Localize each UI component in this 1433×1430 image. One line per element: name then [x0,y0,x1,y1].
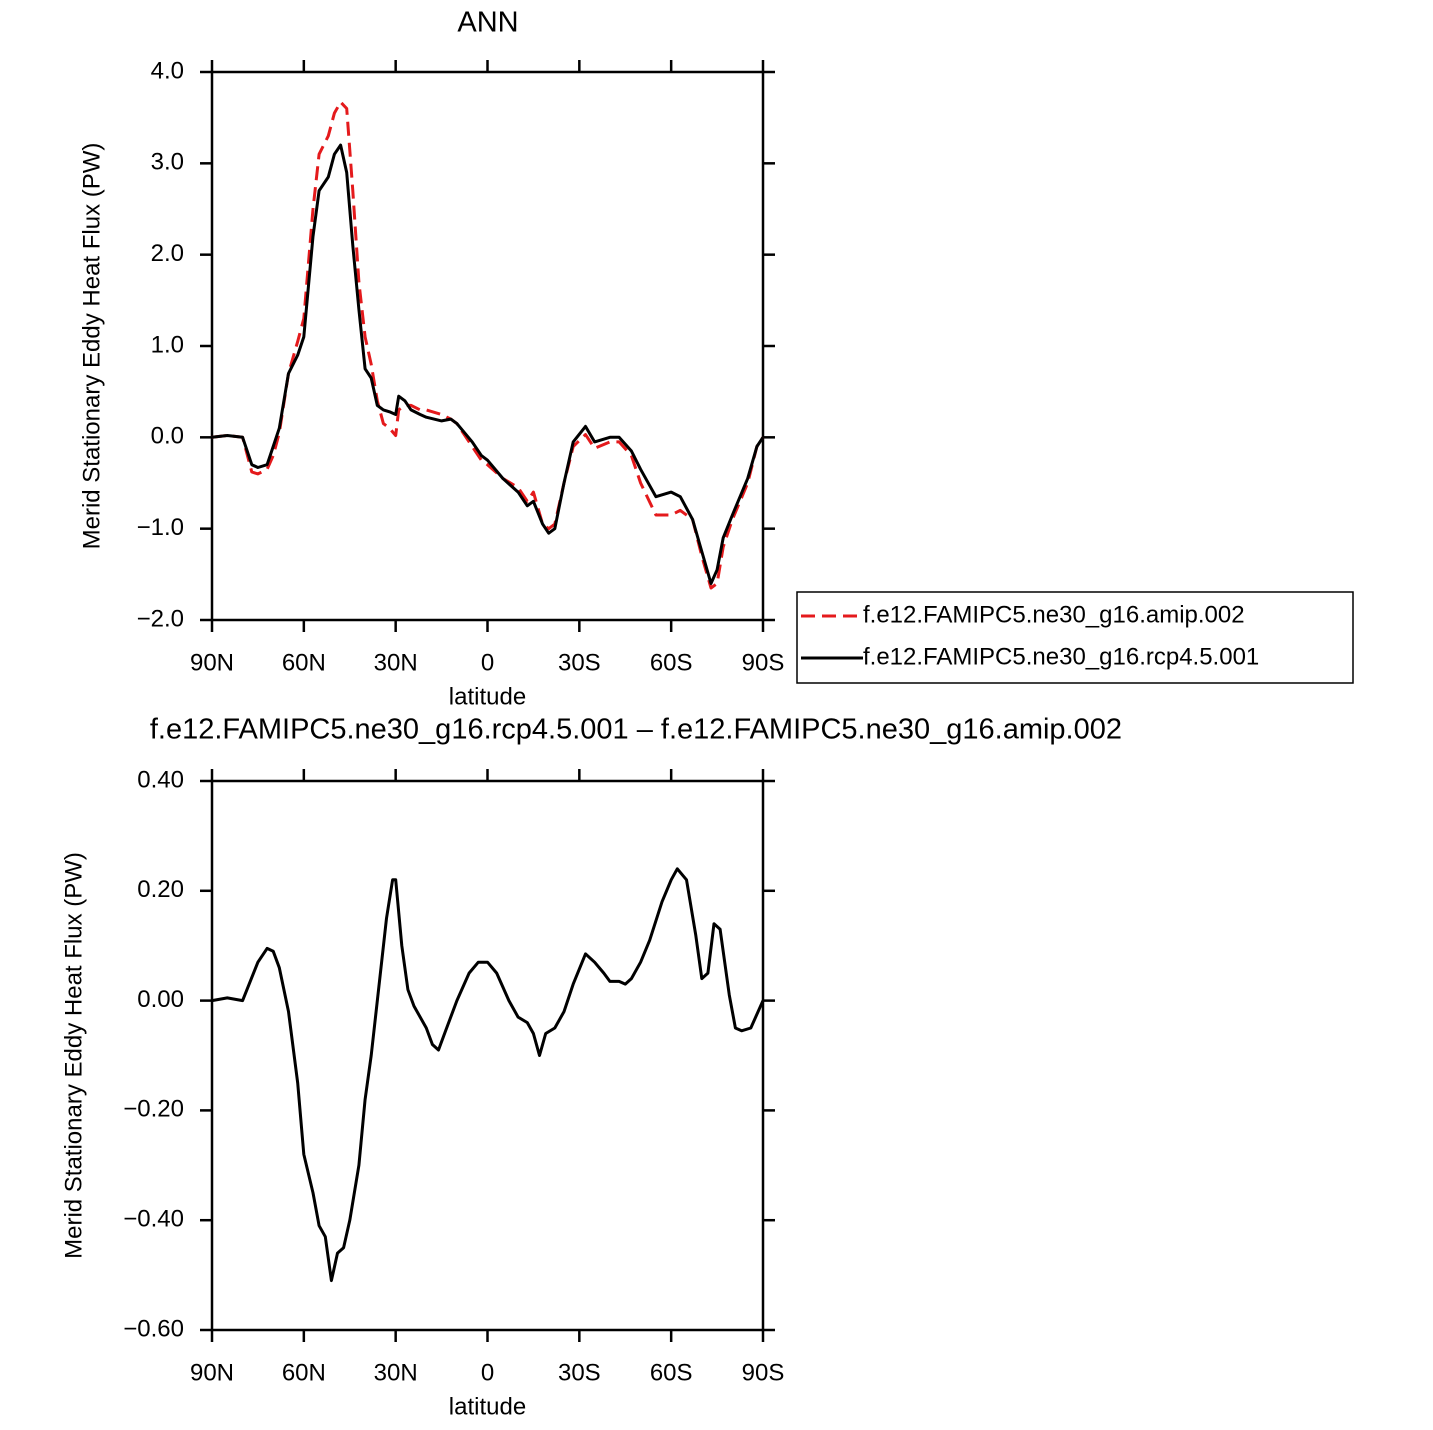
y-tick-label: 0.0 [151,423,184,450]
x-tick-label: 90N [190,649,234,676]
data-line [211,143,765,585]
x-tick-label: 90S [742,649,785,676]
x-axis-label: latitude [449,1393,526,1420]
y-tick-label: −0.40 [123,1206,184,1233]
x-tick-label: 30N [374,649,418,676]
y-tick-label: −2.0 [137,605,184,632]
legend-box [796,591,1354,684]
y-axis-label: Merid Stationary Eddy Heat Flux (PW) [60,852,87,1259]
y-tick-label: 1.0 [151,331,184,358]
legend-label: f.e12.FAMIPC5.ne30_g16.rcp4.5.001 [863,643,1259,670]
y-tick-label: 0.40 [137,766,184,793]
x-tick-label: 30N [374,1359,418,1386]
y-tick-label: −0.60 [123,1315,184,1342]
data-line [211,100,765,590]
y-tick-label: −1.0 [137,514,184,541]
x-tick-label: 30S [558,649,601,676]
plot-frame [210,70,765,622]
y-tick-label: 3.0 [151,149,184,176]
x-tick-label: 60S [650,1359,693,1386]
x-tick-label: 90N [190,1359,234,1386]
data-line [211,867,765,1283]
y-tick-label: 2.0 [151,240,184,267]
x-tick-label: 60N [282,649,326,676]
y-axis-label: Merid Stationary Eddy Heat Flux (PW) [78,143,105,550]
y-tick-label: 4.0 [151,57,184,84]
y-tick-label: 0.20 [137,876,184,903]
y-tick-label: 0.00 [137,986,184,1013]
chart-title: f.e12.FAMIPC5.ne30_g16.rcp4.5.001 – f.e1… [150,714,1122,746]
y-tick-label: −0.20 [123,1096,184,1123]
x-tick-label: 0 [481,1359,494,1386]
x-tick-label: 30S [558,1359,601,1386]
legend-label: f.e12.FAMIPC5.ne30_g16.amip.002 [863,601,1245,628]
x-tick-label: 90S [742,1359,785,1386]
x-axis-label: latitude [449,683,526,710]
x-tick-label: 60N [282,1359,326,1386]
chart-title: ANN [457,7,518,39]
x-tick-label: 60S [650,649,693,676]
x-tick-label: 0 [481,649,494,676]
